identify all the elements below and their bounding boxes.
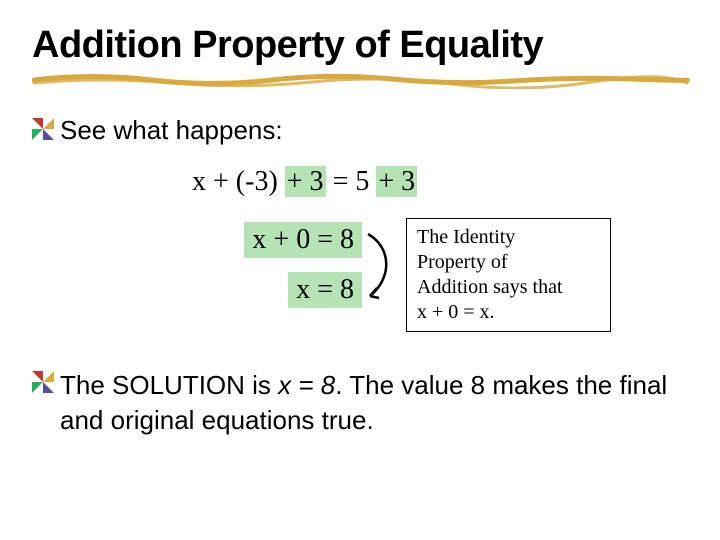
note-line-3: Addition says that [417,275,600,300]
conclusion-solution: x = 8 [278,370,335,400]
eq1-hl1: + 3 [285,166,326,197]
pinwheel-icon [32,371,54,393]
curved-arrow-icon [362,228,402,310]
bullet-2: The SOLUTION is x = 8. The value 8 makes… [32,368,688,438]
note-line-1: The Identity [417,225,600,250]
equation-block: x + (-3) + 3 = 5 + 3 x + 0 = 8 x = 8 The… [192,166,688,332]
eq1-pre: x + (-3) [192,166,285,197]
note-line-4: x + 0 = x. [417,300,600,325]
bullet-2-text: The SOLUTION is x = 8. The value 8 makes… [60,368,688,438]
equation-line-2: x + 0 = 8 [244,222,362,258]
conclusion-pre: The SOLUTION is [60,370,278,400]
eq1-hl2: + 3 [376,166,417,197]
equation-line-3: x = 8 [288,272,362,308]
equation-line-1: x + (-3) + 3 = 5 + 3 [192,166,688,198]
eq1-mid: = 5 [326,166,377,197]
title-underline [32,71,688,91]
bullet-1: See what happens: [32,115,688,146]
note-line-2: Property of [417,250,600,275]
slide-title: Addition Property of Equality [32,24,688,67]
bullet-1-text: See what happens: [60,115,283,146]
pinwheel-icon [32,118,54,140]
identity-note-box: The Identity Property of Addition says t… [406,218,611,332]
